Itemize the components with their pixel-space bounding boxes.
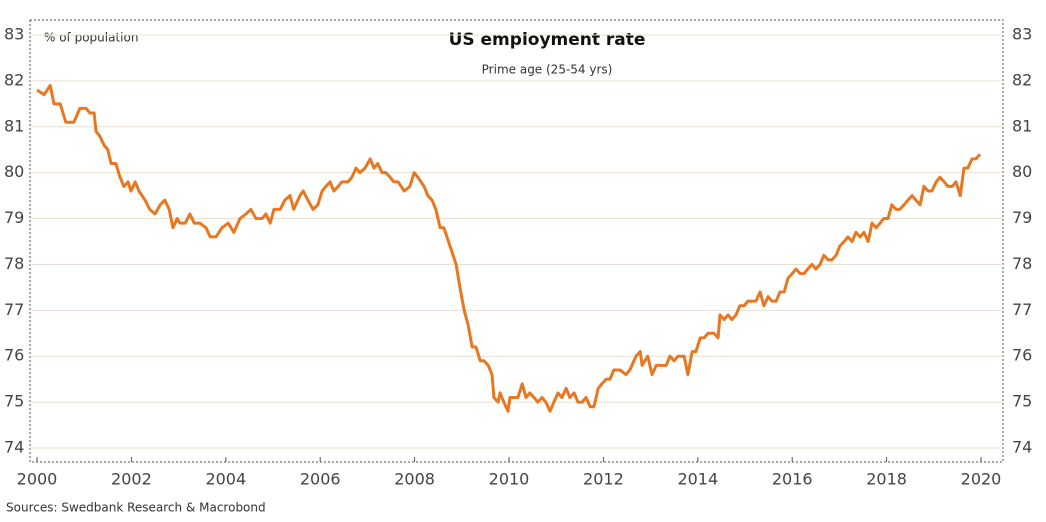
y-tick-label: 74 <box>4 438 24 457</box>
y2-tick-label: 78 <box>1012 254 1032 273</box>
x-tick-label: 2014 <box>677 470 718 489</box>
y-tick-label: 81 <box>4 116 24 135</box>
y-tick-label: 79 <box>4 208 24 227</box>
y2-tick-label: 74 <box>1012 438 1032 457</box>
x-tick-label: 2010 <box>489 470 530 489</box>
y2-tick-label: 83 <box>1012 25 1032 44</box>
chart-subtitle: Prime age (25-54 yrs) <box>482 63 613 77</box>
y-tick-label: 77 <box>4 300 24 319</box>
y-tick-label: 78 <box>4 254 24 273</box>
line-series <box>36 83 982 413</box>
x-tick-label: 2006 <box>300 470 341 489</box>
y2-tick-label: 75 <box>1012 392 1032 411</box>
y2-tick-label: 81 <box>1012 116 1032 135</box>
y-tick-label: 76 <box>4 346 24 365</box>
y-axis-label: % of population <box>44 31 138 45</box>
x-tick-label: 2016 <box>772 470 813 489</box>
x-tick-label: 2002 <box>111 470 152 489</box>
x-tick-label: 2000 <box>17 470 58 489</box>
y-tick-label: 82 <box>4 70 24 89</box>
x-tick-label: 2012 <box>583 470 624 489</box>
y2-tick-label: 76 <box>1012 346 1032 365</box>
x-tick-label: 2008 <box>394 470 435 489</box>
plot-frame <box>29 19 1004 463</box>
y2-tick-label: 82 <box>1012 70 1032 89</box>
y-tick-label: 80 <box>4 162 24 181</box>
x-tick-label: 2004 <box>205 470 246 489</box>
source-note: Sources: Swedbank Research & Macrobond <box>6 501 266 515</box>
y-tick-label: 75 <box>4 392 24 411</box>
y2-tick-label: 80 <box>1012 162 1032 181</box>
chart-title: US employment rate <box>449 30 646 50</box>
y2-tick-label: 77 <box>1012 300 1032 319</box>
x-tick-label: 2020 <box>961 470 1002 489</box>
y-tick-label: 83 <box>4 25 24 44</box>
x-tick-label: 2018 <box>866 470 907 489</box>
y2-tick-label: 79 <box>1012 208 1032 227</box>
